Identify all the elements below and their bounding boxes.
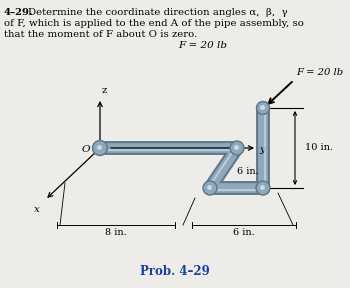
Text: Prob. 4–29: Prob. 4–29 [140, 265, 210, 278]
Text: z: z [102, 86, 107, 95]
Text: of F, which is applied to the end A of the pipe assembly, so: of F, which is applied to the end A of t… [4, 19, 304, 28]
Text: 4–29.: 4–29. [4, 8, 34, 17]
Circle shape [94, 142, 106, 154]
Text: 6 in.: 6 in. [233, 228, 255, 237]
Circle shape [258, 183, 268, 194]
Text: O: O [82, 145, 90, 154]
Text: 8 in.: 8 in. [105, 228, 127, 237]
Circle shape [257, 101, 270, 115]
Text: F = 20 lb: F = 20 lb [178, 41, 227, 50]
Circle shape [204, 183, 216, 194]
Text: x: x [34, 205, 40, 214]
Text: that the moment of F about O is zero.: that the moment of F about O is zero. [4, 30, 197, 39]
Circle shape [230, 141, 244, 155]
Text: y: y [259, 145, 265, 154]
Circle shape [258, 103, 268, 113]
Text: Determine the coordinate direction angles α,  β,  γ: Determine the coordinate direction angle… [28, 8, 288, 17]
Text: F = 20 lb: F = 20 lb [296, 68, 343, 77]
Text: 6 in.: 6 in. [237, 168, 259, 177]
Circle shape [231, 143, 243, 154]
Circle shape [256, 181, 270, 195]
Circle shape [203, 181, 217, 195]
Text: 10 in.: 10 in. [305, 143, 333, 153]
Circle shape [92, 141, 107, 156]
